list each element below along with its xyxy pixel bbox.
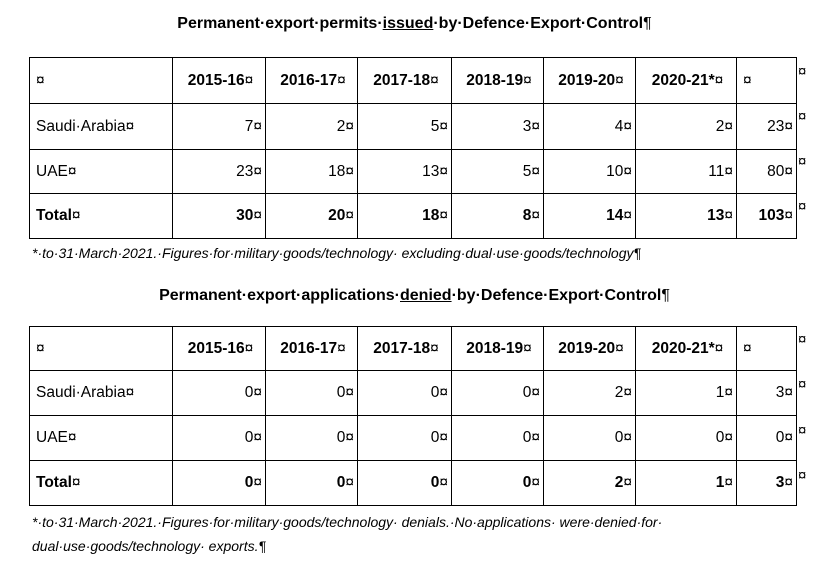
value-cell: 0¤ <box>172 460 266 506</box>
row-end-mark: ¤ <box>798 153 807 170</box>
value-cell: 3¤ <box>451 103 544 150</box>
value-cell: 10¤ <box>543 149 636 194</box>
value-cell: 0¤ <box>357 415 452 461</box>
row-label: Saudi·Arabia¤ <box>29 103 173 150</box>
column-header: ¤ <box>736 326 797 371</box>
value-cell: 18¤ <box>265 149 358 194</box>
value-cell: 2¤ <box>635 103 737 150</box>
applications-denied-table: ¤ 2015-16¤ 2016-17¤ 2017-18¤ 2018-19¤ 2019-20… <box>29 326 797 506</box>
row-end-mark: ¤ <box>798 422 807 439</box>
value-cell: 5¤ <box>357 103 452 150</box>
column-header: ¤ <box>29 326 173 371</box>
row-label: UAE¤ <box>29 149 173 194</box>
column-header: 2016-17¤ <box>265 57 358 104</box>
value-cell: 30¤ <box>172 193 266 239</box>
value-cell: 0¤ <box>265 415 358 461</box>
value-cell: 3¤ <box>736 460 797 506</box>
value-cell: 0¤ <box>265 370 358 416</box>
value-cell: 0¤ <box>451 460 544 506</box>
table-row: UAE¤ 23¤ 18¤ 13¤ 5¤ 10¤ 11¤ 80¤ <box>29 149 797 194</box>
row-end-mark: ¤ <box>798 108 807 125</box>
value-cell: 18¤ <box>357 193 452 239</box>
value-cell: 23¤ <box>172 149 266 194</box>
table-row: Saudi·Arabia¤ 0¤ 0¤ 0¤ 0¤ 2¤ 1¤ 3¤ <box>29 370 797 416</box>
value-cell: 2¤ <box>543 370 636 416</box>
column-header: 2020-21*¤ <box>635 57 737 104</box>
value-cell: 0¤ <box>357 460 452 506</box>
table1-footnote: *·to·31·March·2021.·Figures·for·military… <box>32 245 642 261</box>
value-cell: 0¤ <box>451 415 544 461</box>
value-cell: 0¤ <box>451 370 544 416</box>
column-header: 2015-16¤ <box>172 326 266 371</box>
row-end-mark: ¤ <box>798 331 807 348</box>
value-cell: 80¤ <box>736 149 797 194</box>
row-label: UAE¤ <box>29 415 173 461</box>
value-cell: 13¤ <box>635 193 737 239</box>
row-end-mark: ¤ <box>798 467 807 484</box>
value-cell: 13¤ <box>357 149 452 194</box>
value-cell: 0¤ <box>736 415 797 461</box>
table2-title: Permanent·export·applications·denied·by·… <box>159 287 670 304</box>
value-cell: 0¤ <box>357 370 452 416</box>
row-label: Total¤ <box>29 193 173 239</box>
table2-footnote: *·to·31·March·2021.·Figures·for·military… <box>32 514 663 554</box>
value-cell: 14¤ <box>543 193 636 239</box>
table-row: UAE¤ 0¤ 0¤ 0¤ 0¤ 0¤ 0¤ 0¤ <box>29 415 797 461</box>
row-end-mark: ¤ <box>798 63 807 80</box>
column-header: ¤ <box>29 57 173 104</box>
table-row: Saudi·Arabia¤ 7¤ 2¤ 5¤ 3¤ 4¤ 2¤ 23¤ <box>29 103 797 150</box>
value-cell: 3¤ <box>736 370 797 416</box>
table-header-row: ¤ 2015-16¤ 2016-17¤ 2017-18¤ 2018-19¤ 2019-20… <box>29 57 797 104</box>
permits-issued-table: ¤ 2015-16¤ 2016-17¤ 2017-18¤ 2018-19¤ 2019-20… <box>29 57 797 239</box>
value-cell: 23¤ <box>736 103 797 150</box>
value-cell: 4¤ <box>543 103 636 150</box>
column-header: 2018-19¤ <box>451 326 544 371</box>
value-cell: 1¤ <box>635 370 737 416</box>
value-cell: 5¤ <box>451 149 544 194</box>
value-cell: 0¤ <box>265 460 358 506</box>
value-cell: 0¤ <box>172 415 266 461</box>
column-header: 2015-16¤ <box>172 57 266 104</box>
row-end-mark: ¤ <box>798 198 807 215</box>
row-label: Saudi·Arabia¤ <box>29 370 173 416</box>
value-cell: 1¤ <box>635 460 737 506</box>
column-header: 2017-18¤ <box>357 57 452 104</box>
value-cell: 2¤ <box>265 103 358 150</box>
value-cell: 20¤ <box>265 193 358 239</box>
table-total-row: Total¤ 30¤ 20¤ 18¤ 8¤ 14¤ 13¤ 103¤ <box>29 193 797 239</box>
column-header: 2019-20¤ <box>543 57 636 104</box>
table-header-row: ¤ 2015-16¤ 2016-17¤ 2017-18¤ 2018-19¤ 2019-20… <box>29 326 797 371</box>
value-cell: 103¤ <box>736 193 797 239</box>
column-header: 2019-20¤ <box>543 326 636 371</box>
table1-title: Permanent·export·permits·issued·by·Defen… <box>177 15 652 32</box>
value-cell: 0¤ <box>172 370 266 416</box>
value-cell: 0¤ <box>635 415 737 461</box>
column-header: ¤ <box>736 57 797 104</box>
value-cell: 7¤ <box>172 103 266 150</box>
row-end-mark: ¤ <box>798 376 807 393</box>
column-header: 2020-21*¤ <box>635 326 737 371</box>
table-total-row: Total¤ 0¤ 0¤ 0¤ 0¤ 2¤ 1¤ 3¤ <box>29 460 797 506</box>
column-header: 2016-17¤ <box>265 326 358 371</box>
column-header: 2018-19¤ <box>451 57 544 104</box>
row-label: Total¤ <box>29 460 173 506</box>
value-cell: 0¤ <box>543 415 636 461</box>
column-header: 2017-18¤ <box>357 326 452 371</box>
value-cell: 8¤ <box>451 193 544 239</box>
value-cell: 2¤ <box>543 460 636 506</box>
value-cell: 11¤ <box>635 149 737 194</box>
